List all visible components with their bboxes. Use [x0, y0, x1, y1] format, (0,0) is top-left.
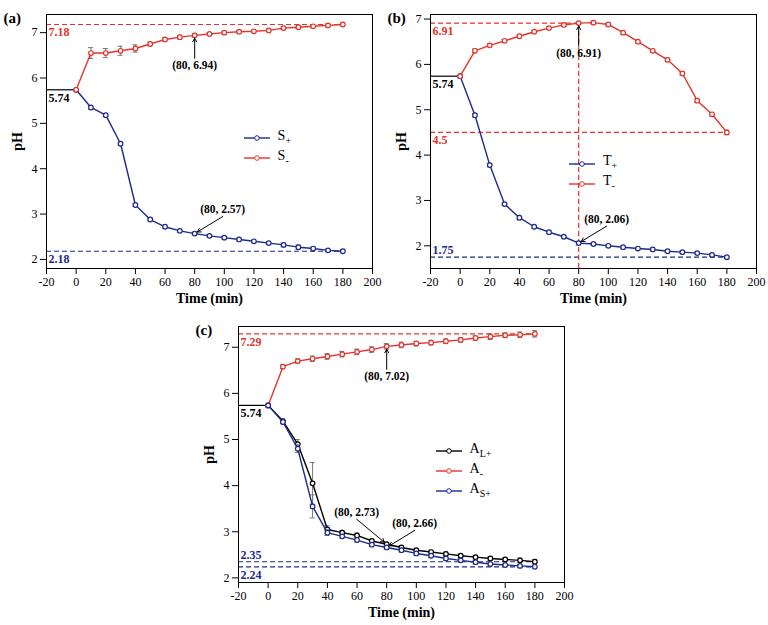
svg-text:(80, 2.66): (80, 2.66)	[392, 517, 437, 530]
html-text:S+: S+	[277, 127, 291, 146]
svg-text:20: 20	[100, 275, 112, 289]
svg-text:120: 120	[629, 275, 647, 289]
svg-text:3: 3	[416, 193, 422, 207]
html-text:T+: T+	[602, 153, 618, 172]
svg-text:7.29: 7.29	[241, 335, 262, 349]
svg-text:2: 2	[416, 239, 422, 253]
svg-text:5.74: 5.74	[49, 91, 70, 105]
svg-text:160: 160	[688, 275, 706, 289]
svg-text:7: 7	[224, 340, 230, 354]
svg-text:20: 20	[292, 589, 304, 603]
html-text:AS+: AS+	[469, 480, 491, 499]
svg-text:2.35: 2.35	[241, 548, 262, 562]
svg-text:4: 4	[224, 478, 230, 492]
svg-text:6: 6	[416, 57, 422, 71]
svg-text:80: 80	[189, 275, 201, 289]
svg-text:4.5: 4.5	[433, 133, 448, 147]
svg-text:100: 100	[407, 589, 425, 603]
svg-text:5.74: 5.74	[433, 77, 454, 91]
svg-text:140: 140	[659, 275, 677, 289]
svg-text:2.24: 2.24	[241, 568, 262, 582]
svg-text:200: 200	[556, 589, 574, 603]
svg-text:(80, 6.91): (80, 6.91)	[556, 47, 601, 60]
svg-text:4: 4	[416, 148, 422, 162]
svg-text:120: 120	[245, 275, 263, 289]
svg-text:180: 180	[334, 275, 352, 289]
svg-text:40: 40	[129, 275, 141, 289]
svg-text:5: 5	[32, 116, 38, 130]
svg-text:(80, 2.57): (80, 2.57)	[200, 203, 245, 216]
svg-text:6: 6	[32, 71, 38, 85]
svg-text:5: 5	[224, 432, 230, 446]
svg-text:(80, 6.94): (80, 6.94)	[172, 59, 217, 72]
svg-text:0: 0	[265, 589, 271, 603]
svg-text:2.18: 2.18	[49, 252, 70, 266]
svg-text:Time (min): Time (min)	[560, 291, 627, 307]
html-text:A-: A-	[469, 460, 484, 479]
svg-text:(b): (b)	[388, 10, 406, 27]
html-text:S-: S-	[277, 147, 289, 166]
svg-text:60: 60	[159, 275, 171, 289]
svg-text:100: 100	[215, 275, 233, 289]
svg-text:5: 5	[416, 103, 422, 117]
svg-text:7.18: 7.18	[49, 25, 70, 39]
svg-text:160: 160	[304, 275, 322, 289]
svg-text:3: 3	[32, 207, 38, 221]
svg-text:(80, 2.73): (80, 2.73)	[334, 506, 379, 519]
html-text:AL+: AL+	[469, 440, 492, 459]
svg-text:80: 80	[381, 589, 393, 603]
svg-text:80: 80	[573, 275, 585, 289]
svg-text:2: 2	[32, 252, 38, 266]
svg-text:60: 60	[351, 589, 363, 603]
svg-text:200: 200	[364, 275, 382, 289]
svg-text:4: 4	[32, 162, 38, 176]
svg-text:160: 160	[496, 589, 514, 603]
svg-text:pH: pH	[202, 445, 217, 464]
svg-text:-20: -20	[39, 275, 55, 289]
svg-text:40: 40	[321, 589, 333, 603]
svg-text:pH: pH	[394, 132, 409, 151]
svg-text:(c): (c)	[196, 322, 213, 339]
svg-text:3: 3	[224, 525, 230, 539]
svg-text:7: 7	[32, 25, 38, 39]
svg-text:0: 0	[457, 275, 463, 289]
svg-text:6: 6	[224, 386, 230, 400]
svg-text:140: 140	[275, 275, 293, 289]
svg-text:40: 40	[513, 275, 525, 289]
svg-text:1.75: 1.75	[433, 243, 454, 257]
svg-text:120: 120	[437, 589, 455, 603]
html-text:T-: T-	[602, 173, 615, 192]
svg-text:-20: -20	[231, 589, 247, 603]
svg-text:pH: pH	[10, 132, 25, 151]
svg-text:-20: -20	[423, 275, 439, 289]
svg-text:60: 60	[543, 275, 555, 289]
svg-text:5.74: 5.74	[241, 406, 262, 420]
svg-text:140: 140	[467, 589, 485, 603]
svg-text:Time (min): Time (min)	[368, 605, 435, 621]
svg-text:200: 200	[748, 275, 766, 289]
svg-text:6.91: 6.91	[433, 24, 454, 38]
svg-text:180: 180	[718, 275, 736, 289]
svg-text:2: 2	[224, 571, 230, 585]
svg-text:(a): (a)	[4, 10, 22, 27]
svg-text:20: 20	[484, 275, 496, 289]
svg-text:(80, 2.06): (80, 2.06)	[584, 213, 629, 226]
svg-text:7: 7	[416, 12, 422, 26]
svg-text:180: 180	[526, 589, 544, 603]
svg-text:Time (min): Time (min)	[176, 291, 243, 307]
svg-text:(80, 7.02): (80, 7.02)	[364, 370, 409, 383]
svg-text:100: 100	[599, 275, 617, 289]
svg-text:0: 0	[73, 275, 79, 289]
